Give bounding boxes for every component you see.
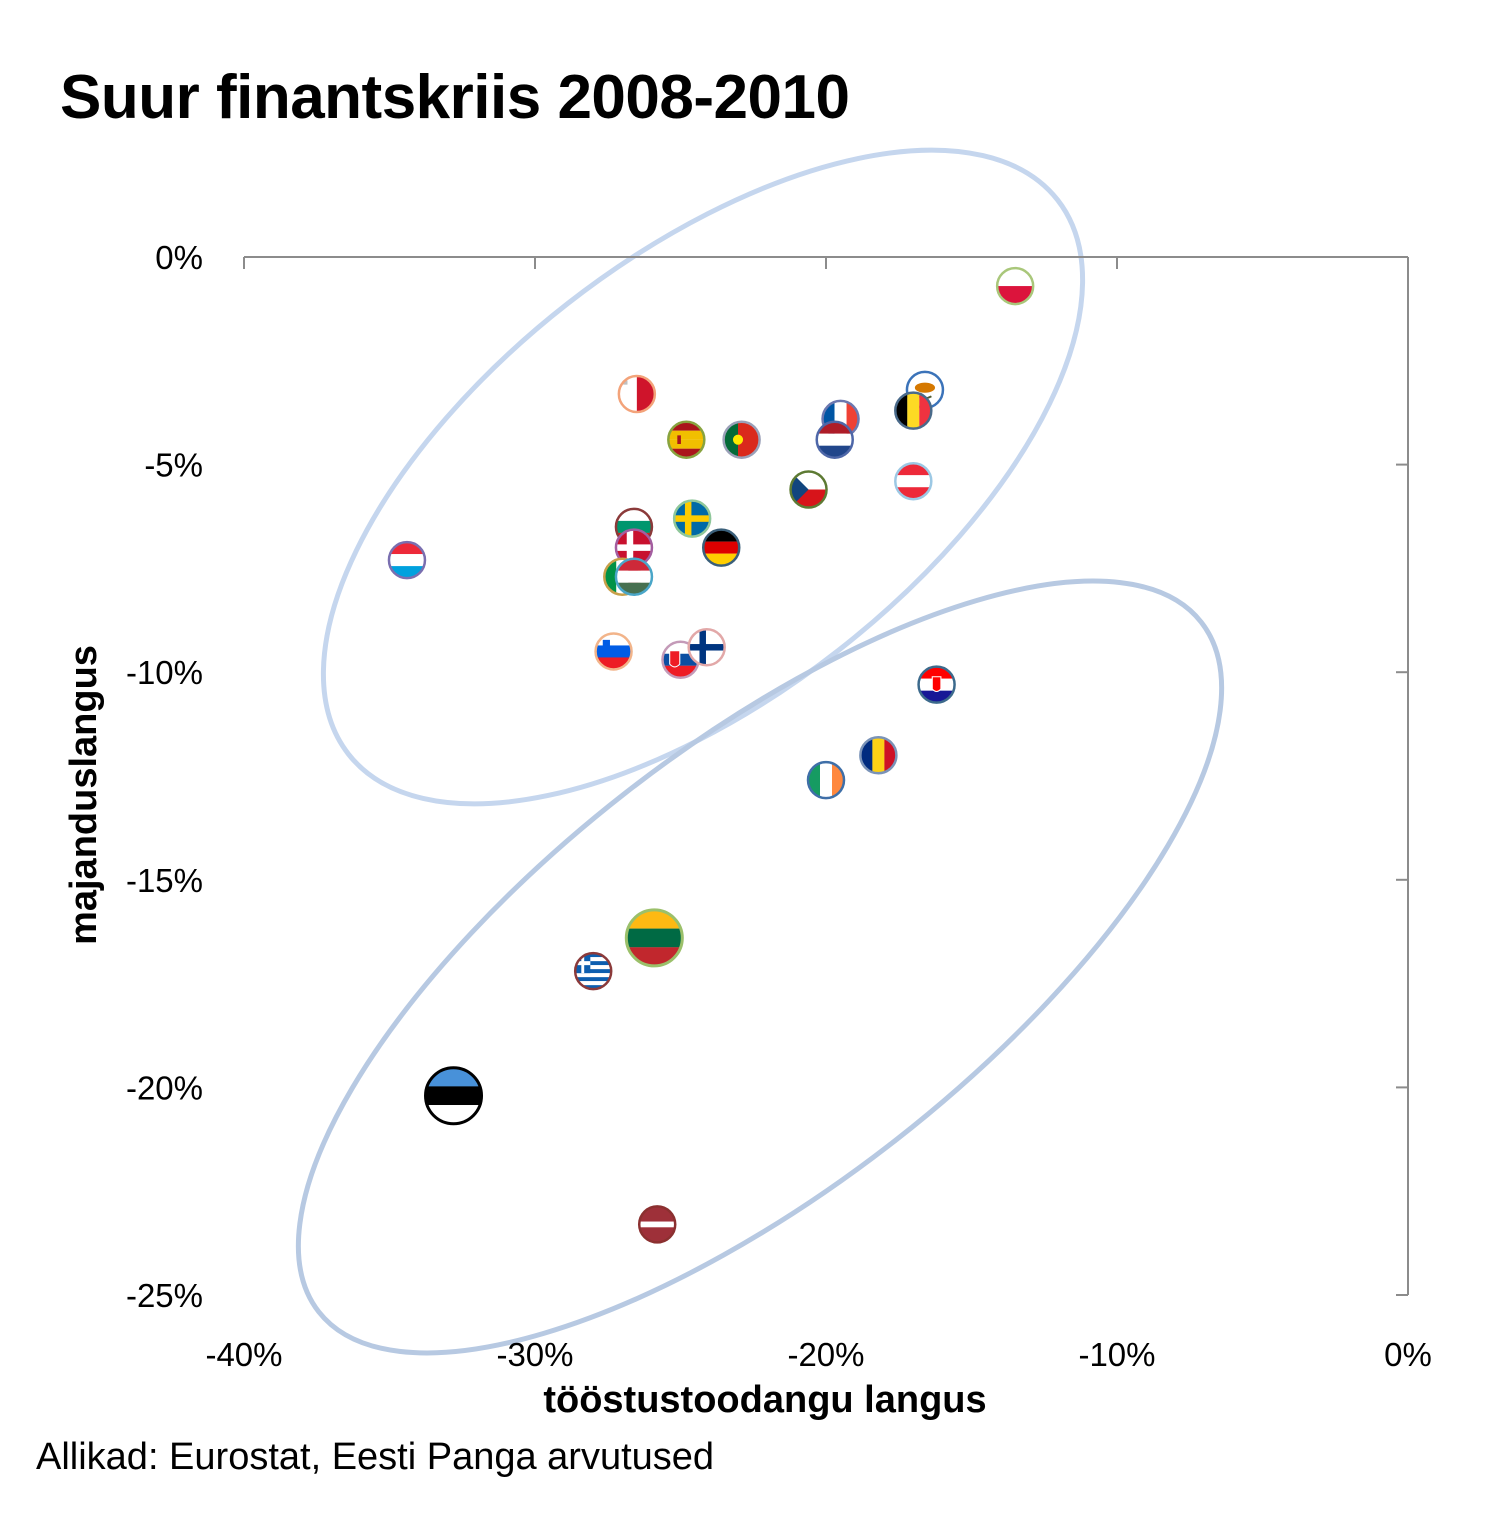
flag-lithuania-marker (624, 908, 684, 968)
flag-czechia-icon (790, 471, 827, 508)
y-tick-label: -5% (144, 447, 203, 484)
y-tick-label: -20% (126, 1069, 203, 1106)
cluster-ellipse-lower (295, 578, 1225, 1356)
flag-hungary-marker (614, 557, 654, 596)
cluster-ellipses (295, 147, 1225, 1356)
flag-germany-marker (701, 528, 741, 567)
flag-poland-icon (997, 268, 1034, 305)
y-tick-label: 0% (155, 239, 203, 276)
flag-netherlands-marker (815, 420, 854, 459)
axes: -40% -30% -20% -10% 0% 0% -5% -10% -15% -20% -25% (126, 239, 1432, 1373)
flag-belgium-marker (894, 391, 933, 430)
y-tick-label: -15% (126, 862, 203, 899)
flag-malta-marker (617, 374, 657, 414)
flag-estonia-marker (424, 1066, 484, 1126)
flag-luxembourg-marker (387, 540, 427, 580)
flag-finland-marker (687, 628, 726, 667)
x-tick-label: 0% (1384, 1336, 1432, 1373)
flag-spain-marker (667, 420, 706, 459)
flag-greece-icon (575, 953, 612, 990)
flag-malta-icon (618, 376, 655, 413)
x-tick-label: -40% (205, 1336, 282, 1373)
flag-czechia-marker (789, 470, 828, 509)
x-tick-label: -10% (1078, 1336, 1155, 1373)
x-tick-label: -30% (496, 1336, 573, 1373)
flag-spain-icon (668, 421, 705, 458)
y-tick-label: -10% (126, 654, 203, 691)
flag-slovakia-marker (661, 640, 700, 679)
x-tick-label: -20% (787, 1336, 864, 1373)
x-axis-label: tööstustoodangu langus (543, 1379, 986, 1421)
cluster-ellipse-upper (320, 147, 1086, 807)
source-note: Allikad: Eurostat, Eesti Panga arvutused (36, 1436, 715, 1478)
flag-latvia-marker (637, 1205, 677, 1244)
flag-portugal-marker (722, 420, 761, 459)
flag-croatia-marker (917, 665, 956, 704)
flag-poland-marker (995, 266, 1035, 306)
flag-sweden-marker (672, 499, 712, 538)
flag-austria-marker (894, 461, 933, 501)
chart-title: Suur finantskriis 2008-2010 (60, 63, 850, 132)
flag-ireland-marker (806, 760, 846, 800)
flag-slovenia-icon (595, 633, 632, 670)
flag-greece-marker (573, 951, 613, 991)
y-tick-label: -25% (126, 1277, 203, 1314)
flag-romania-marker (859, 735, 898, 775)
data-points (387, 266, 1035, 1244)
y-axis-label: majanduslangus (63, 645, 105, 945)
flag-slovenia-marker (594, 632, 633, 671)
